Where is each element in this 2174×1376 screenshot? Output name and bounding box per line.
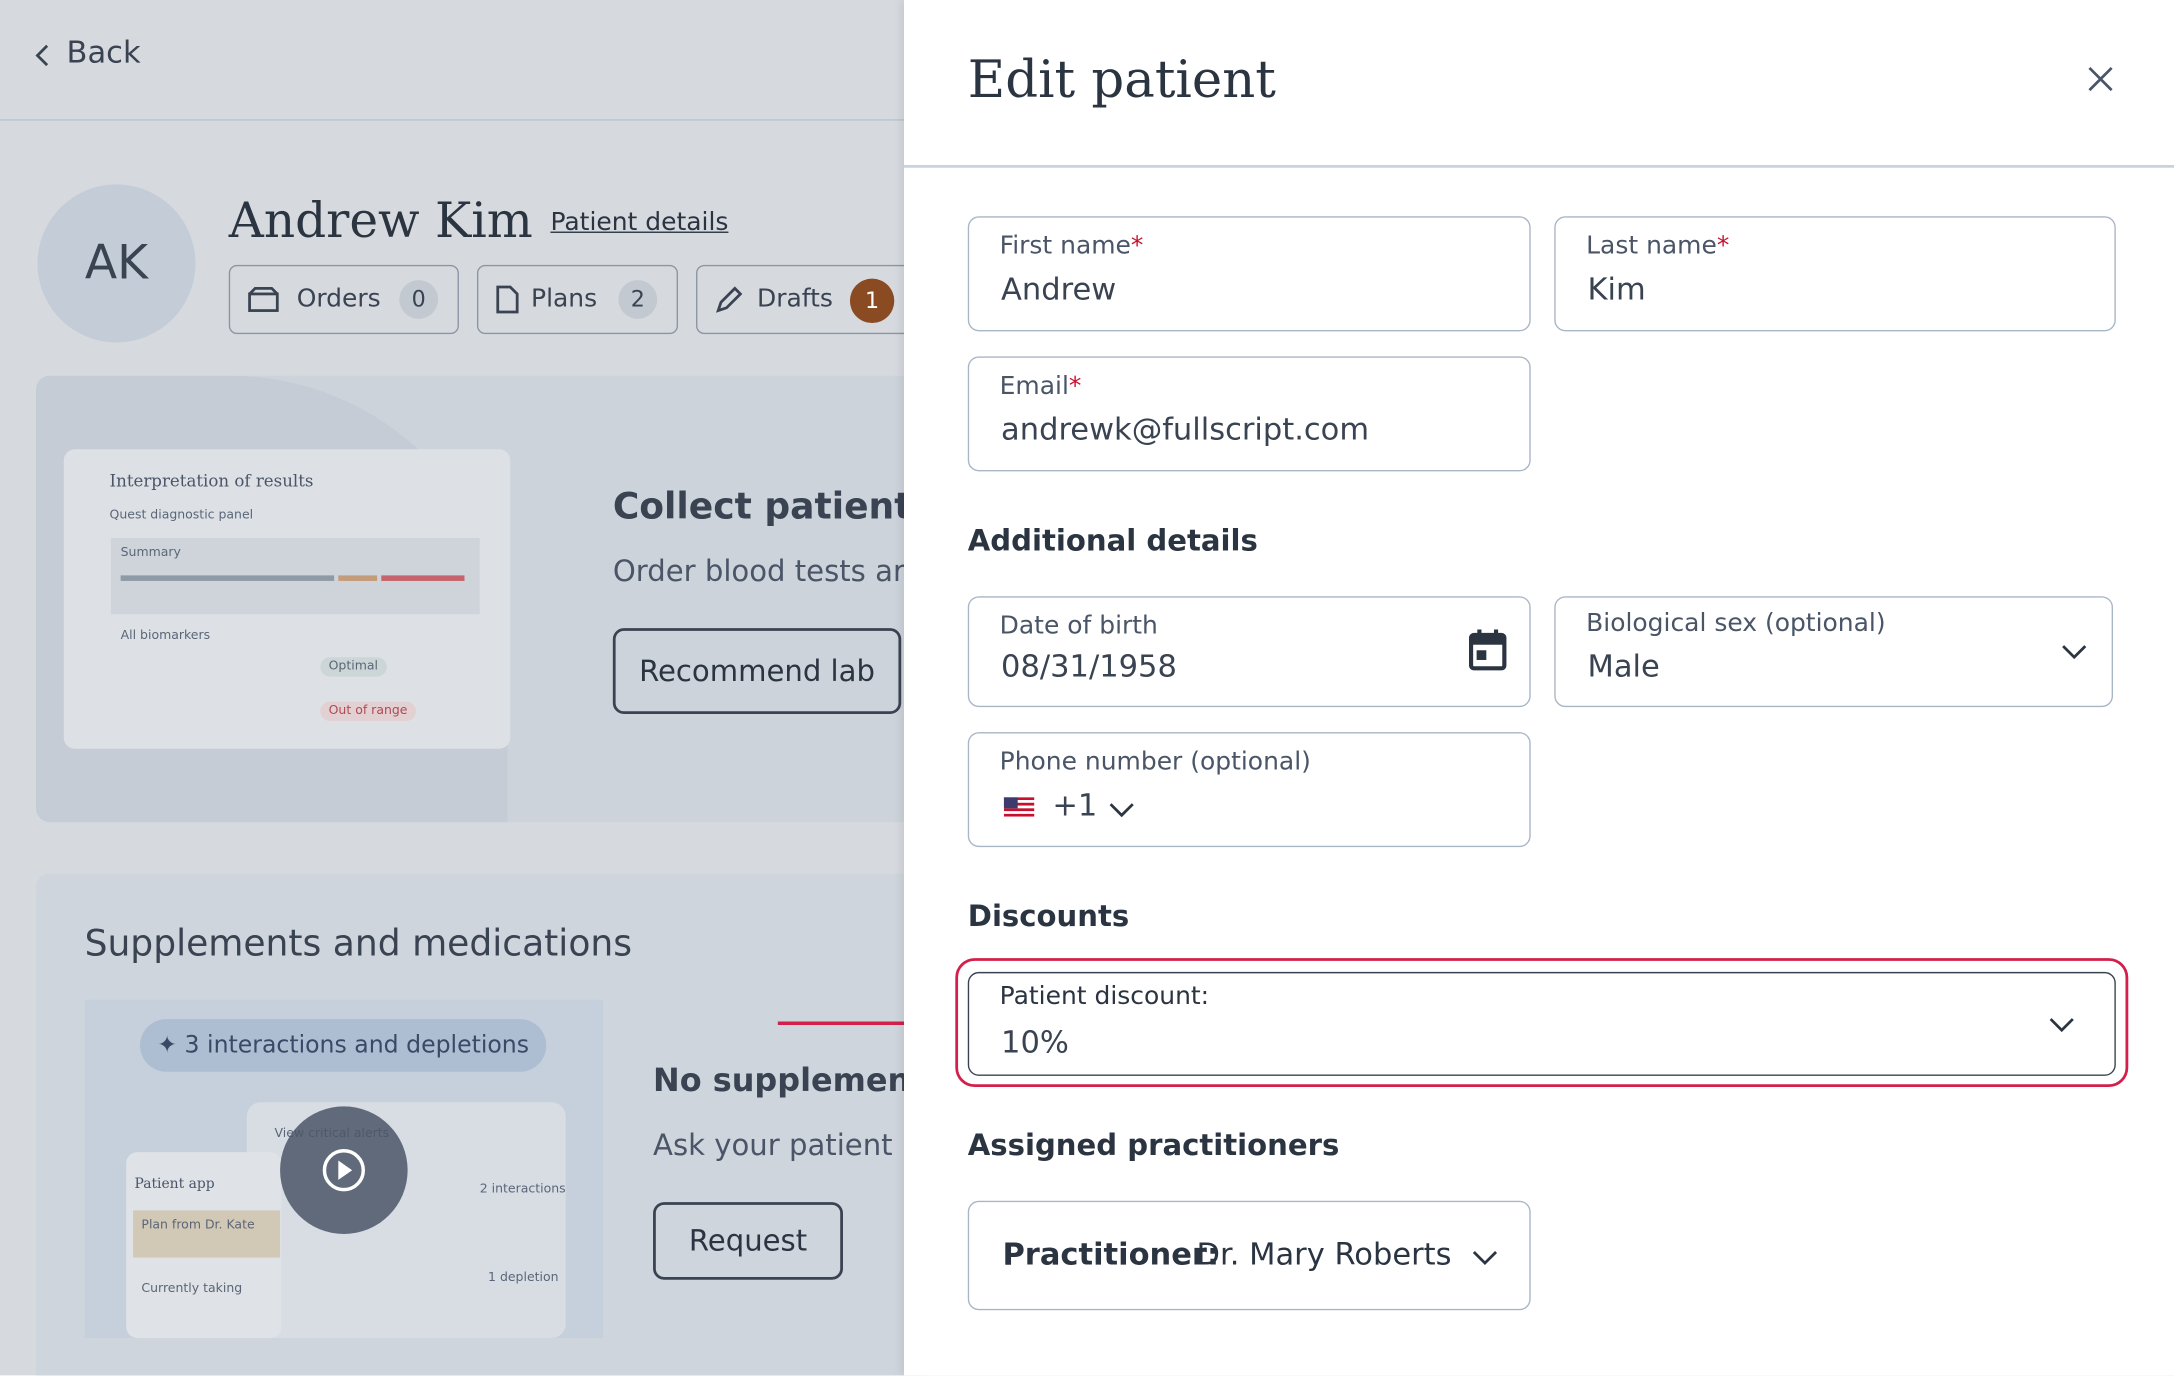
field-label: Email* [1000, 372, 1082, 401]
section-title: Discounts [967, 899, 1130, 934]
bar [338, 575, 378, 581]
field-label: Biological sex (optional) [1586, 608, 1886, 638]
tab-count: 2 [618, 280, 658, 319]
field-value: +1 [1052, 788, 1098, 824]
plans-tab[interactable]: Plans 2 [476, 264, 678, 335]
preview-card: Interpretation of results Quest diagnost… [63, 449, 511, 749]
section-title: Assigned practitioners [967, 1128, 1340, 1162]
drafts-icon [716, 286, 743, 313]
field-label: First name* [1000, 232, 1144, 261]
preview-tag: Optimal [320, 657, 387, 677]
required-marker: * [1068, 371, 1082, 401]
request-button[interactable]: Request [653, 1202, 843, 1280]
field-value: andrewk@fullscript.com [1001, 413, 1370, 448]
back-link[interactable]: Back [66, 36, 141, 71]
lab-card: Interpretation of results Quest diagnost… [36, 375, 924, 823]
preview-text: 2 interactions [479, 1182, 566, 1197]
edit-panel: Edit patient First name* Andrew Last nam… [903, 0, 2174, 1376]
recommend-lab-button[interactable]: Recommend lab [612, 628, 902, 715]
label-text: Last name [1586, 231, 1717, 261]
highlight-outline [955, 958, 2129, 1088]
close-button[interactable] [2085, 64, 2116, 95]
bar [381, 575, 465, 581]
bar [120, 575, 335, 581]
tab-count: 1 [849, 278, 895, 324]
supplements-title: Supplements and medications [84, 923, 633, 966]
lab-heading: Collect patient d [612, 486, 924, 529]
field-label: Date of birth [999, 611, 1158, 641]
summary-box: Summary [110, 537, 480, 615]
preview-text: 1 depletion [488, 1271, 559, 1286]
preview-text: Plan from Dr. Kate [141, 1218, 255, 1233]
divider [903, 164, 2174, 168]
panel-title: Edit patient [967, 49, 1276, 110]
dob-field[interactable]: Date of birth 08/31/1958 [967, 596, 1531, 708]
field-value: Andrew [1001, 273, 1117, 308]
tab-label: Orders [296, 284, 381, 314]
patient-name: Andrew Kim [228, 194, 533, 250]
drafts-tab[interactable]: Drafts 1 [696, 264, 918, 335]
chevron-icon [2049, 1018, 2074, 1033]
orders-icon [248, 287, 279, 312]
preview-tag: Out of range [320, 701, 416, 721]
app-preview: Patient app Plan from Dr. Kate Currently… [126, 1152, 282, 1338]
sex-field[interactable]: Biological sex (optional) Male [1554, 596, 2114, 708]
tab-label: Plans [531, 284, 598, 314]
patient-details-link[interactable]: Patient details [550, 207, 729, 238]
practitioner-select[interactable]: Practitioner: Dr. Mary Roberts [967, 1200, 1531, 1311]
orders-tab[interactable]: Orders 0 [228, 264, 459, 335]
plan-box: Plan from Dr. Kate [133, 1210, 281, 1258]
plans-icon [496, 285, 519, 314]
flag-icon [1003, 797, 1035, 817]
label-text: Email [999, 371, 1069, 401]
phone-field[interactable]: Phone number (optional) +1 [967, 732, 1531, 848]
label-text: First name [999, 231, 1131, 261]
required-marker: * [1130, 231, 1144, 261]
supplements-heading: No supplements [653, 1063, 924, 1100]
interactions-pill: ✦ 3 interactions and depletions [140, 1019, 547, 1072]
supplements-preview: ✦ 3 interactions and depletions View cri… [84, 999, 604, 1338]
section-title: Additional details [967, 524, 1258, 558]
top-bar [0, 0, 904, 121]
preview-text: Currently taking [141, 1282, 243, 1297]
select-value: Dr. Mary Roberts [1196, 1238, 1452, 1273]
pill-text: 3 interactions and depletions [184, 1031, 530, 1060]
calendar-icon[interactable] [1468, 628, 1507, 672]
preview-text: Patient app [134, 1177, 215, 1193]
required-marker: * [1716, 231, 1730, 261]
supplements-text: Ask your patient [653, 1128, 893, 1162]
supplements-card: Supplements and medications ✦ 3 interact… [36, 873, 924, 1376]
chevron-icon[interactable] [1108, 800, 1136, 819]
field-label: Last name* [1586, 232, 1729, 261]
lab-text: Order blood tests ar [612, 554, 905, 588]
field-value: 08/31/1958 [1001, 650, 1177, 685]
chevron-icon [2062, 645, 2087, 660]
field-label: Patient discount: [999, 981, 1210, 1011]
preview-text: Summary [120, 546, 181, 561]
tab-count: 0 [399, 280, 439, 319]
first-name-field[interactable]: First name* Andrew [967, 216, 1531, 332]
back-icon [35, 44, 49, 67]
last-name-field[interactable]: Last name* Kim [1554, 216, 2116, 332]
select-label: Practitioner: [1002, 1238, 1220, 1273]
preview-text: All biomarkers [120, 629, 211, 644]
discount-field[interactable]: Patient discount: 10% [967, 971, 2116, 1076]
tab-label: Drafts [757, 284, 833, 314]
field-value: Kim [1587, 273, 1646, 308]
chevron-icon [1472, 1251, 1498, 1266]
email-field[interactable]: Email* andrewk@fullscript.com [967, 356, 1531, 472]
field-label: Phone number (optional) [999, 747, 1311, 777]
play-button[interactable] [279, 1105, 409, 1235]
preview-text: Quest diagnostic panel [109, 508, 254, 523]
field-value: 10% [1001, 1026, 1069, 1061]
field-value: Male [1587, 650, 1660, 685]
avatar: AK [37, 184, 196, 343]
preview-title: Interpretation of results [109, 471, 314, 491]
